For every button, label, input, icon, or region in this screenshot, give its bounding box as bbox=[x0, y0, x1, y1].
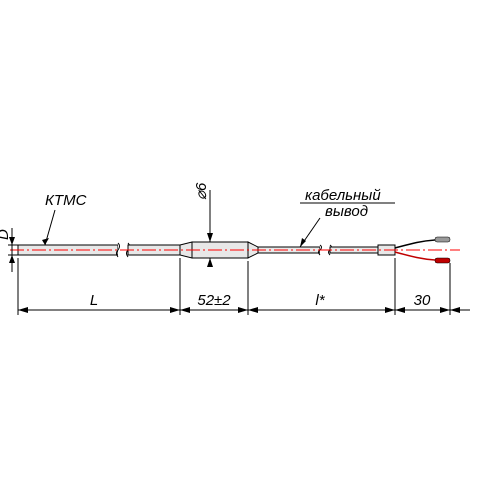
svg-text:L: L bbox=[90, 292, 98, 309]
ktmc-label: КТМС bbox=[45, 192, 87, 209]
svg-text:l*: l* bbox=[315, 292, 325, 309]
svg-text:52±2: 52±2 bbox=[197, 292, 231, 309]
svg-text:⌀6: ⌀6 bbox=[193, 182, 210, 200]
technical-drawing: КТМС кабельный вывод ⌀6 D bbox=[0, 0, 500, 500]
svg-text:D: D bbox=[0, 229, 12, 240]
svg-text:30: 30 bbox=[414, 292, 431, 309]
dimension-baseline: L 52±2 l* 30 bbox=[18, 258, 470, 315]
